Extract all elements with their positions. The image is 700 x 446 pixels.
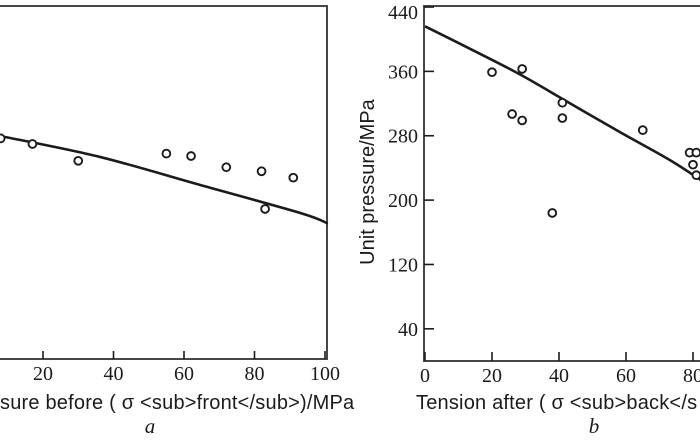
x-tick-label-b: 60 bbox=[616, 365, 636, 387]
y-tick-label-b: 280 bbox=[388, 126, 418, 148]
trend-curve-b bbox=[424, 25, 700, 182]
data-point-marker-b bbox=[557, 97, 568, 108]
y-tick-label-b: 120 bbox=[388, 254, 418, 276]
y-tick-label-b: 40 bbox=[398, 319, 418, 341]
x-tick-label-b: 40 bbox=[549, 365, 569, 387]
x-tick-label-a: 40 bbox=[104, 363, 124, 385]
data-point-marker-a bbox=[221, 162, 232, 173]
chart-a-panel-letter: a bbox=[144, 414, 156, 438]
data-point-marker-b bbox=[517, 115, 528, 126]
data-point-marker-b bbox=[487, 67, 497, 78]
data-point-marker-b bbox=[547, 208, 558, 218]
plot-frame-a bbox=[0, 5, 328, 360]
data-point-marker-a bbox=[260, 204, 270, 214]
data-point-marker-b bbox=[557, 113, 568, 123]
chart-b-y-axis-label: Unit pressure/MPa bbox=[357, 99, 379, 265]
chart-b-panel-letter: b bbox=[588, 414, 600, 438]
data-point-marker-b bbox=[517, 64, 528, 74]
x-tick-label-a: 20 bbox=[33, 363, 53, 385]
x-tick-label-b: 80 bbox=[683, 365, 700, 387]
data-point-marker-b bbox=[637, 125, 648, 135]
y-tick-label-b: 200 bbox=[388, 190, 418, 212]
chart-b-x-axis-label: Tension after ( σ <sub>back</s bbox=[416, 392, 698, 414]
data-point-marker-a bbox=[73, 155, 84, 166]
x-tick-label-b: 0 bbox=[420, 365, 430, 387]
x-tick-label-a: 80 bbox=[245, 363, 265, 385]
data-point-marker-b bbox=[688, 159, 698, 170]
x-tick-label-a: 100 bbox=[310, 363, 340, 385]
x-tick-label-b: 20 bbox=[482, 365, 502, 387]
data-point-marker-a bbox=[186, 151, 196, 161]
data-point-marker-a bbox=[288, 172, 299, 183]
data-point-marker-a bbox=[27, 139, 38, 149]
plot-frame-b bbox=[423, 5, 700, 362]
data-point-marker-a bbox=[161, 148, 172, 159]
data-point-marker-a bbox=[256, 166, 267, 177]
y-tick-label-b: 360 bbox=[388, 61, 418, 83]
data-point-marker-a bbox=[0, 133, 6, 144]
y-tick-label-b: 440 bbox=[388, 2, 418, 24]
data-point-marker-b bbox=[691, 147, 700, 158]
x-tick-label-a: 60 bbox=[174, 363, 194, 385]
trend-curve-a bbox=[0, 134, 329, 225]
data-point-marker-b bbox=[507, 109, 517, 119]
data-point-marker-b bbox=[691, 170, 700, 181]
chart-a-x-axis-label: sure before ( σ <sub>front</sub>)/MPa bbox=[0, 392, 355, 414]
